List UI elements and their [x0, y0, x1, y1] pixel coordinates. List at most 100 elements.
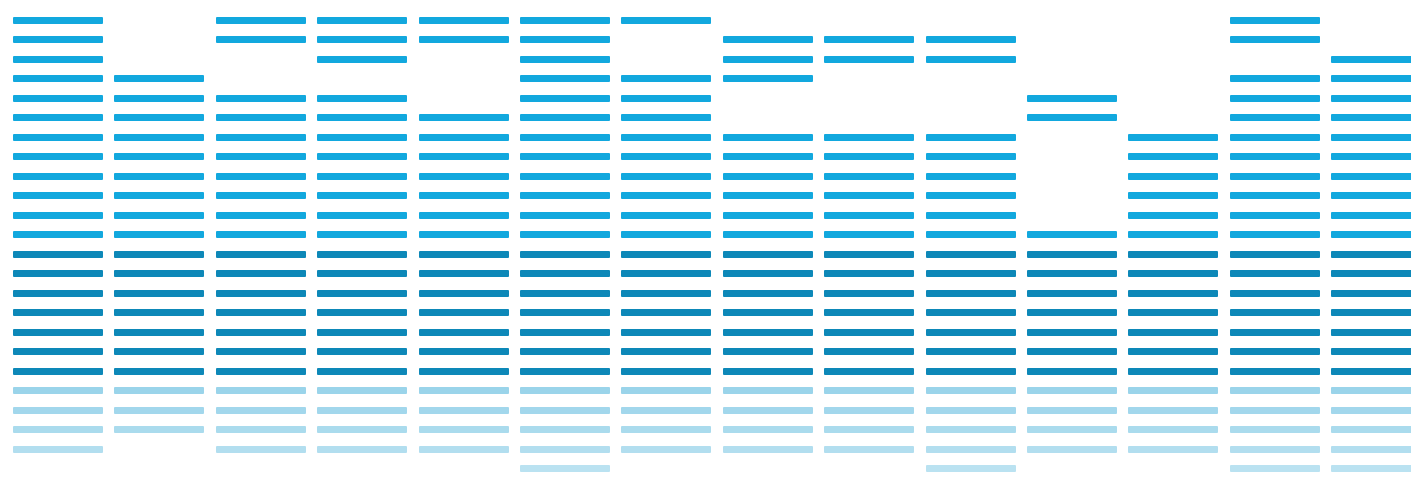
equalizer-peak-segment: [925, 211, 1016, 219]
equalizer-reflection-segment: [114, 426, 205, 433]
equalizer-segment: [1027, 309, 1117, 316]
equalizer-reflection-segment: [215, 406, 306, 414]
equalizer-peak-segment: [1027, 94, 1117, 102]
equalizer-peak-segment: [925, 153, 1016, 160]
equalizer-reflection-segment: [520, 465, 610, 472]
equalizer-segment: [621, 289, 712, 297]
equalizer-reflection-segment: [1128, 426, 1219, 433]
equalizer-reflection-segment: [317, 387, 408, 394]
equalizer-segment: [1128, 309, 1219, 316]
equalizer-reflection-segment: [824, 387, 915, 394]
equalizer-segment: [520, 328, 610, 336]
equalizer-peak-segment: [824, 36, 915, 43]
equalizer-segment: [1229, 348, 1320, 355]
equalizer-segment: [418, 328, 509, 336]
equalizer-peak-segment: [317, 36, 408, 43]
equalizer-segment: [215, 270, 306, 277]
equalizer-column: [317, 0, 408, 491]
equalizer-segment: [1229, 309, 1320, 316]
equalizer-peak-segment: [13, 16, 103, 24]
equalizer-reflection-segment: [1027, 445, 1117, 453]
equalizer-peak-segment: [317, 192, 408, 199]
equalizer-peak-segment: [925, 55, 1016, 63]
equalizer-column: [13, 0, 103, 491]
equalizer-reflection-segment: [1229, 406, 1320, 414]
equalizer-peak-segment: [621, 94, 712, 102]
equalizer-reflection-segment: [418, 445, 509, 453]
equalizer-peak-segment: [1331, 133, 1411, 141]
equalizer-column: [1128, 0, 1219, 491]
equalizer-segment: [925, 250, 1016, 258]
equalizer-segment: [13, 348, 103, 355]
equalizer-reflection-segment: [13, 387, 103, 394]
equalizer-column: [1229, 0, 1320, 491]
equalizer-segment: [13, 250, 103, 258]
equalizer-segment: [722, 250, 813, 258]
equalizer-reflection-segment: [925, 465, 1016, 472]
equalizer-segment: [114, 367, 205, 375]
equalizer-peak-segment: [925, 192, 1016, 199]
equalizer-reflection-segment: [824, 426, 915, 433]
equalizer-peak-segment: [215, 94, 306, 102]
equalizer-peak-segment: [215, 36, 306, 43]
equalizer-segment: [520, 250, 610, 258]
equalizer-reflection-segment: [925, 426, 1016, 433]
equalizer-segment: [215, 328, 306, 336]
equalizer-reflection-segment: [722, 387, 813, 394]
equalizer-reflection-segment: [317, 406, 408, 414]
equalizer-peak-segment: [722, 211, 813, 219]
equalizer-segment: [1331, 348, 1411, 355]
equalizer-peak-segment: [621, 211, 712, 219]
equalizer-segment: [1128, 289, 1219, 297]
equalizer-peak-segment: [925, 172, 1016, 180]
equalizer-peak-segment: [925, 133, 1016, 141]
equalizer-reflection-segment: [520, 445, 610, 453]
equalizer-reflection-segment: [722, 445, 813, 453]
equalizer-peak-segment: [215, 211, 306, 219]
equalizer-peak-segment: [1229, 16, 1320, 24]
equalizer-segment: [114, 250, 205, 258]
equalizer-segment: [1229, 367, 1320, 375]
equalizer-peak-segment: [1229, 153, 1320, 160]
equalizer-peak-segment: [520, 16, 610, 24]
equalizer-segment: [722, 270, 813, 277]
equalizer-column: [114, 0, 205, 491]
equalizer-segment: [418, 348, 509, 355]
equalizer-reflection-segment: [1128, 445, 1219, 453]
equalizer-peak-segment: [114, 153, 205, 160]
equalizer-peak-segment: [1229, 211, 1320, 219]
equalizer-peak-segment: [1229, 114, 1320, 121]
equalizer-segment: [722, 367, 813, 375]
equalizer-segment: [1128, 348, 1219, 355]
equalizer-reflection-segment: [1229, 465, 1320, 472]
equalizer-reflection-segment: [520, 426, 610, 433]
equalizer-segment: [925, 348, 1016, 355]
equalizer-peak-segment: [114, 172, 205, 180]
equalizer-peak-segment: [215, 133, 306, 141]
equalizer-reflection-segment: [1128, 387, 1219, 394]
equalizer-segment: [824, 250, 915, 258]
equalizer-segment: [925, 270, 1016, 277]
equalizer-segment: [621, 367, 712, 375]
equalizer-segment: [925, 289, 1016, 297]
equalizer-segment: [1027, 328, 1117, 336]
equalizer-peak-segment: [520, 75, 610, 82]
equalizer-reflection-segment: [1331, 465, 1411, 472]
equalizer-peak-segment: [114, 94, 205, 102]
equalizer-segment: [114, 328, 205, 336]
equalizer-reflection-segment: [13, 406, 103, 414]
equalizer-peak-segment: [317, 211, 408, 219]
equalizer-peak-segment: [13, 36, 103, 43]
equalizer-peak-segment: [722, 55, 813, 63]
equalizer-peak-segment: [621, 172, 712, 180]
equalizer-segment: [1128, 367, 1219, 375]
equalizer-segment: [418, 309, 509, 316]
equalizer-peak-segment: [317, 153, 408, 160]
equalizer-peak-segment: [1229, 192, 1320, 199]
equalizer-segment: [317, 348, 408, 355]
equalizer-reflection-segment: [215, 426, 306, 433]
equalizer-reflection-segment: [317, 426, 408, 433]
equalizer-peak-segment: [1128, 231, 1219, 238]
equalizer-reflection-segment: [418, 387, 509, 394]
equalizer-peak-segment: [215, 153, 306, 160]
